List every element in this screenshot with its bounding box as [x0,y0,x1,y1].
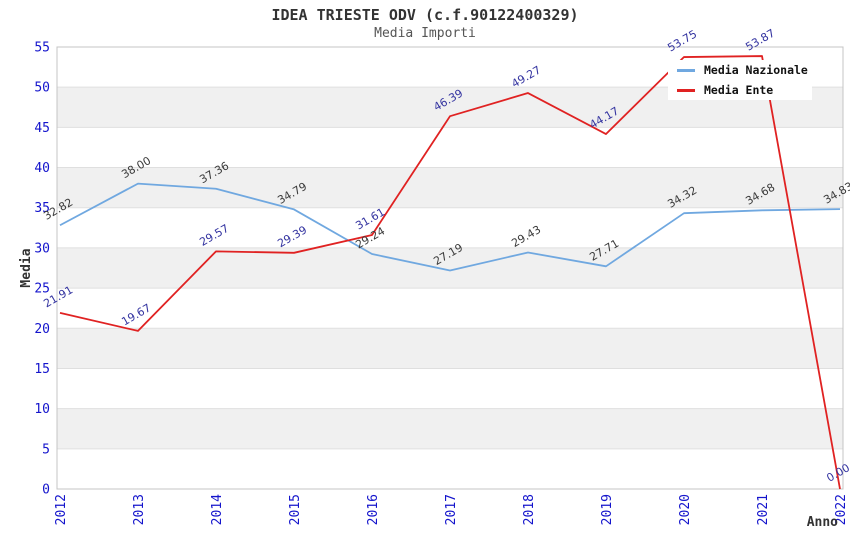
legend-line-swatch-ente [677,88,695,92]
y-tick-label: 25 [34,282,50,297]
chart-subtitle: Media Importi [374,26,476,41]
x-tick-label: 2018 [522,494,537,525]
chart-title: IDEA TRIESTE ODV (c.f.90122400329) [271,6,579,24]
x-tick-label: 2022 [834,494,849,525]
y-tick-label: 10 [34,402,50,417]
y-tick-label: 40 [34,161,50,176]
legend: Media Nazionale Media Ente [668,60,812,100]
data-label-media-ente: 53.87 [743,27,777,54]
legend-line-swatch-nazionale [677,68,695,72]
grid-band [57,408,843,449]
series-line-media-ente [59,55,841,490]
y-tick-label: 15 [34,362,50,377]
grid-band [57,328,843,369]
y-tick-label: 35 [34,201,50,216]
y-tick-label: 20 [34,322,50,337]
x-tick-label: 2019 [600,494,615,525]
x-tick-label: 2015 [288,494,303,525]
y-tick-label: 30 [34,241,50,256]
x-tick-label: 2013 [132,494,147,525]
legend-label-media-ente: Media Ente [704,83,774,97]
series-line-media-nazionale [59,182,841,272]
grid-band [57,247,843,289]
x-tick-label: 2016 [366,494,381,525]
x-tick-label: 2021 [756,494,771,525]
data-label-media-nazionale: 29.43 [509,223,543,250]
y-tick-label: 45 [34,121,50,136]
data-label-media-ente: 53.75 [665,28,699,55]
data-label-media-ente: 29.57 [197,222,231,249]
x-tick-label: 2017 [444,494,459,525]
plot-border [56,46,844,490]
legend-item-media-ente: Media Ente [668,83,812,98]
data-label-media-ente: 49.27 [509,64,543,91]
x-tick-label: 2012 [54,494,69,525]
grid-band [57,167,843,208]
data-label-media-ente: 0.00 [824,461,850,485]
legend-item-media-nazionale: Media Nazionale [668,63,812,78]
x-axis-title: Anno [807,515,838,530]
y-tick-label: 0 [42,483,50,498]
data-label-media-ente: 29.39 [275,223,309,250]
legend-label-media-nazionale: Media Nazionale [704,63,808,77]
x-tick-label: 2014 [210,494,225,525]
plot-area: 0 5 10 15 20 25 30 35 40 45 50 55 2012 2013 2014 2015 20… [34,27,850,526]
y-tick-label: 55 [34,41,50,56]
y-tick-label: 50 [34,81,50,96]
x-tick-label: 2020 [678,494,693,525]
y-tick-label: 5 [42,442,50,457]
data-label-media-ente: 19.67 [119,301,153,328]
y-axis-title: Media [19,248,34,287]
